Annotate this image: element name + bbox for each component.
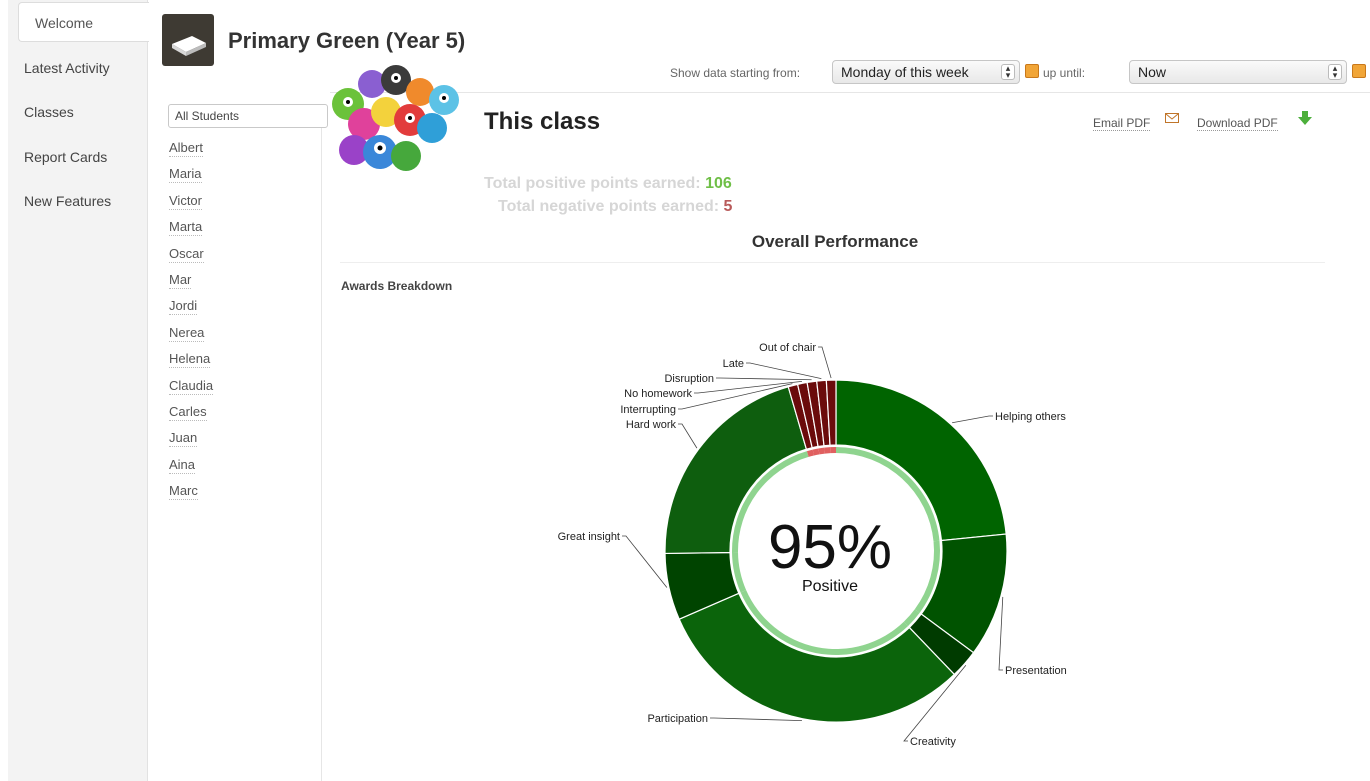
end-date-select[interactable]: Now ▴ ▾ bbox=[1129, 60, 1347, 84]
slice-label: Great insight bbox=[558, 531, 620, 543]
negative-points-value: 5 bbox=[723, 198, 733, 215]
student-list: Albert Maria Victor Marta Oscar Mar Jordi Nerea… bbox=[160, 104, 328, 781]
inner-ring-segment bbox=[836, 447, 940, 542]
student-list-item[interactable]: Marc bbox=[169, 483, 198, 501]
slice-helping-others bbox=[835, 379, 1007, 542]
student-list-item[interactable]: Aina bbox=[169, 456, 196, 474]
positive-points-value: 106 bbox=[705, 175, 732, 192]
student-list-item[interactable]: Victor bbox=[169, 192, 202, 210]
awards-breakdown-title: Awards Breakdown bbox=[341, 279, 453, 293]
calendar-icon[interactable] bbox=[1025, 64, 1039, 78]
student-list-item[interactable]: Helena bbox=[169, 351, 211, 369]
overall-divider bbox=[340, 262, 1325, 263]
label-leader-line bbox=[678, 423, 698, 449]
label-leader-line bbox=[998, 596, 1004, 671]
label-leader-line bbox=[710, 717, 802, 722]
slice-out-of-chair bbox=[825, 379, 837, 446]
overall-performance-title: Overall Performance bbox=[751, 232, 919, 251]
positive-points-stat: Total positive points earned: 106 bbox=[484, 175, 732, 193]
donut-center bbox=[741, 456, 931, 646]
slice-label: Creativity bbox=[910, 736, 956, 748]
start-date-label: Show data starting from: bbox=[670, 66, 801, 80]
download-pdf-link[interactable]: Download PDF bbox=[1197, 116, 1278, 131]
label-leader-line bbox=[952, 415, 993, 424]
start-date-select[interactable]: Monday of this week ▴ ▾ bbox=[832, 60, 1020, 84]
negative-points-label: Total negative points earned: bbox=[498, 198, 720, 215]
positive-percentage: 95% bbox=[768, 513, 892, 582]
email-icon bbox=[1165, 113, 1179, 123]
select-arrows-icon: ▴ ▾ bbox=[1328, 64, 1342, 80]
email-pdf-link[interactable]: Email PDF bbox=[1093, 116, 1151, 131]
label-leader-line bbox=[746, 362, 822, 380]
slice-label: Participation bbox=[647, 713, 708, 725]
inner-ring-segment bbox=[740, 590, 908, 655]
nav-new-features[interactable]: New Features bbox=[24, 193, 112, 209]
inner-ring-segment bbox=[830, 447, 836, 454]
inner-ring-segment bbox=[812, 448, 820, 456]
label-leader-line bbox=[716, 377, 812, 381]
inner-ring-segment bbox=[732, 451, 809, 553]
slice-label: Disruption bbox=[664, 373, 714, 385]
class-monsters-illustration bbox=[332, 65, 459, 171]
label-leader-line bbox=[818, 346, 832, 379]
download-arrow-icon bbox=[1298, 111, 1312, 125]
student-list-item[interactable]: Nerea bbox=[169, 324, 205, 342]
inner-ring-segment bbox=[818, 447, 825, 455]
inner-ring-segment bbox=[914, 540, 940, 613]
student-list-item[interactable]: Marta bbox=[169, 219, 203, 237]
slice-participation bbox=[678, 592, 956, 723]
section-title: This class bbox=[484, 108, 601, 135]
end-date-label: up until: bbox=[1043, 66, 1086, 80]
inner-ring-segment bbox=[824, 447, 831, 454]
label-leader-line bbox=[903, 665, 967, 742]
inner-ring-segment bbox=[806, 449, 814, 457]
student-list-item[interactable]: Carles bbox=[169, 404, 207, 421]
negative-points-stat: Total negative points earned: 5 bbox=[498, 198, 732, 216]
class-title: Primary Green (Year 5) bbox=[228, 28, 466, 53]
slice-label: Presentation bbox=[1005, 665, 1067, 677]
student-list-item[interactable]: Jordi bbox=[169, 298, 198, 316]
slice-label: No homework bbox=[624, 388, 692, 400]
slice-label: Late bbox=[723, 358, 744, 370]
slice-label: Interrupting bbox=[620, 404, 676, 416]
nav-welcome[interactable]: Welcome bbox=[18, 2, 149, 42]
select-arrows-icon: ▴ ▾ bbox=[1001, 64, 1015, 80]
nav-report-cards[interactable]: Report Cards bbox=[24, 149, 108, 165]
book-icon bbox=[162, 14, 214, 66]
left-nav: Welcome Latest Activity Classes Report C… bbox=[8, 0, 149, 781]
start-date-value: Monday of this week bbox=[841, 64, 969, 80]
positive-points-label: Total positive points earned: bbox=[484, 175, 701, 192]
slice-label: Helping others bbox=[995, 411, 1066, 423]
header-divider bbox=[330, 92, 1370, 93]
date-filter: Show data starting from: Monday of this … bbox=[668, 58, 1370, 86]
label-leader-line bbox=[622, 535, 668, 588]
label-leader-line bbox=[678, 383, 793, 410]
nav-classes[interactable]: Classes bbox=[24, 104, 74, 120]
slice-label: Hard work bbox=[626, 419, 677, 431]
nav-latest-activity[interactable]: Latest Activity bbox=[24, 60, 110, 76]
inner-ring-segment bbox=[903, 609, 920, 627]
student-list-item[interactable]: Mar bbox=[169, 272, 192, 289]
label-leader-line bbox=[694, 380, 802, 394]
calendar-icon[interactable] bbox=[1352, 64, 1366, 78]
inner-ring-segment bbox=[732, 552, 747, 593]
student-list-item[interactable]: Juan bbox=[169, 430, 198, 448]
student-list-item[interactable]: Claudia bbox=[169, 377, 214, 395]
slice-label: Out of chair bbox=[759, 342, 816, 354]
student-list-item[interactable]: Maria bbox=[169, 166, 202, 184]
student-list-item[interactable]: Oscar bbox=[169, 245, 204, 263]
positive-label: Positive bbox=[802, 578, 858, 595]
end-date-value: Now bbox=[1138, 64, 1167, 80]
student-list-item[interactable]: Albert bbox=[169, 140, 203, 157]
student-filter-input[interactable] bbox=[168, 104, 328, 128]
